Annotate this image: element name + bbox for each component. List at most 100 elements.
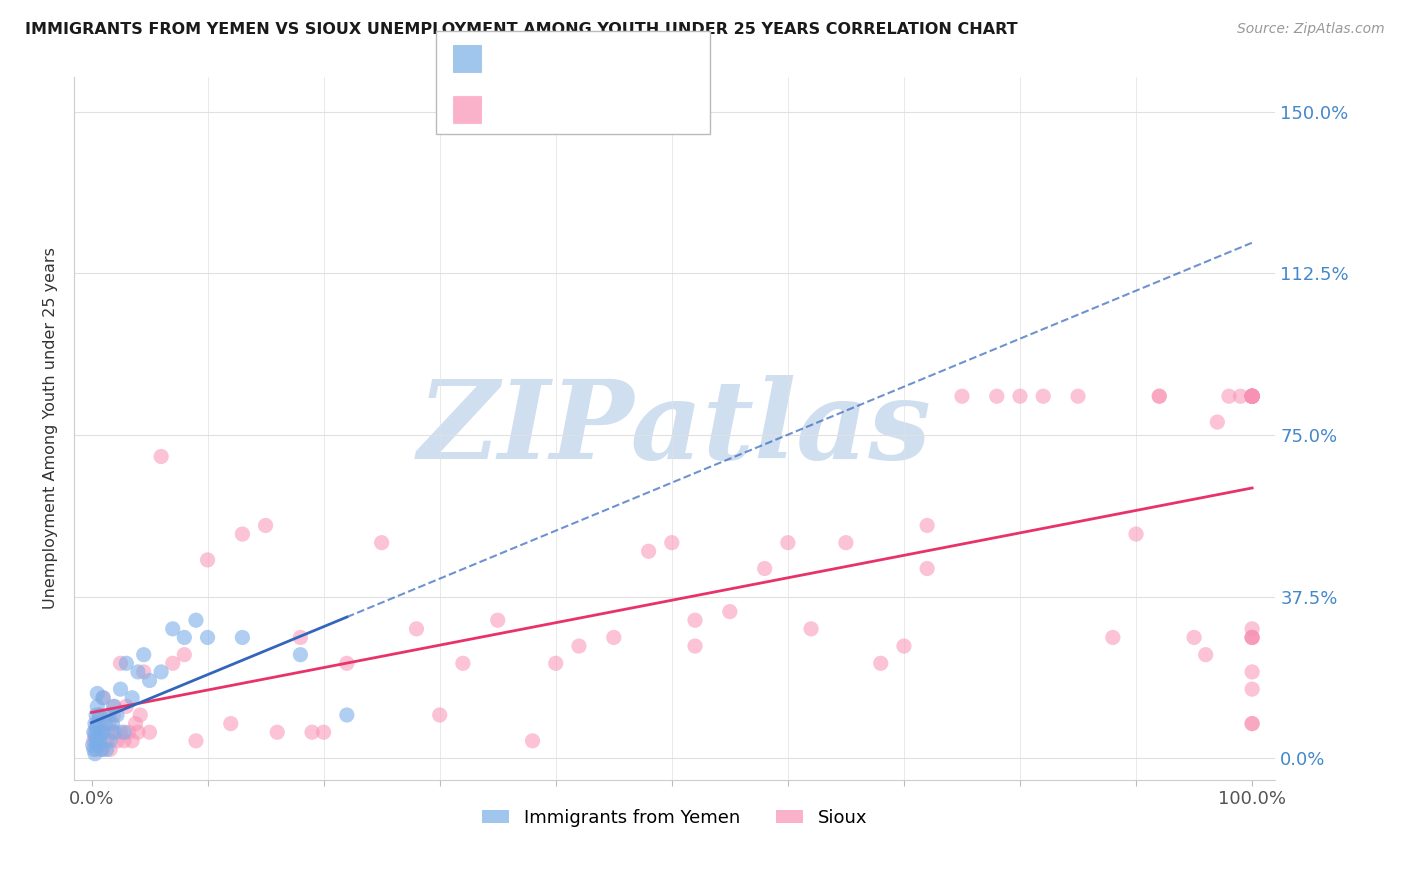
Point	[89, 734, 111, 748]
Point	[104, 699, 127, 714]
Point	[184, 613, 207, 627]
Point	[96, 742, 118, 756]
Point	[1241, 622, 1264, 636]
Point	[103, 708, 125, 723]
Point	[915, 518, 938, 533]
Point	[1241, 389, 1264, 403]
Point	[132, 665, 155, 679]
Point	[83, 725, 105, 739]
Point	[568, 639, 591, 653]
Point	[451, 657, 474, 671]
Point	[94, 716, 117, 731]
Point	[231, 631, 253, 645]
Point	[127, 725, 149, 739]
Point	[718, 605, 741, 619]
Point	[950, 389, 973, 403]
Point	[1206, 415, 1229, 429]
Point	[129, 708, 152, 723]
Point	[800, 622, 823, 636]
Text: 0.215: 0.215	[527, 50, 579, 68]
Point	[986, 389, 1008, 403]
Point	[1241, 389, 1264, 403]
Point	[103, 699, 125, 714]
Point	[110, 682, 132, 697]
Point	[132, 648, 155, 662]
Point	[266, 725, 288, 739]
Point	[97, 716, 120, 731]
Point	[173, 648, 195, 662]
Point	[91, 742, 114, 756]
Point	[98, 742, 121, 756]
Point	[162, 657, 184, 671]
Point	[110, 657, 132, 671]
Point	[173, 631, 195, 645]
Point	[84, 721, 107, 735]
Point	[1008, 389, 1031, 403]
Point	[197, 631, 219, 645]
Point	[121, 690, 143, 705]
Point	[91, 725, 114, 739]
Point	[1182, 631, 1205, 645]
Point	[117, 725, 139, 739]
Point	[290, 631, 312, 645]
Point	[1241, 389, 1264, 403]
Point	[98, 734, 121, 748]
Point	[1101, 631, 1123, 645]
Point	[112, 725, 135, 739]
Point	[110, 725, 132, 739]
Legend: Immigrants from Yemen, Sioux: Immigrants from Yemen, Sioux	[475, 801, 875, 834]
Point	[893, 639, 915, 653]
Point	[94, 725, 117, 739]
Point	[312, 725, 335, 739]
Point	[1241, 389, 1264, 403]
Text: N =: N =	[583, 101, 631, 119]
Point	[1241, 389, 1264, 403]
Point	[86, 686, 108, 700]
Point	[112, 734, 135, 748]
Point	[336, 657, 359, 671]
Point	[1241, 389, 1264, 403]
Point	[89, 708, 111, 723]
Point	[91, 742, 114, 756]
Point	[84, 708, 107, 723]
Point	[1032, 389, 1054, 403]
Point	[83, 742, 105, 756]
Point	[124, 716, 146, 731]
Point	[231, 527, 253, 541]
Point	[105, 734, 128, 748]
Text: ZIPatlas: ZIPatlas	[418, 375, 932, 483]
Text: R =: R =	[488, 101, 524, 119]
Point	[1241, 631, 1264, 645]
Text: 96: 96	[626, 101, 648, 119]
Point	[87, 734, 110, 748]
Text: 43: 43	[626, 50, 650, 68]
Point	[1241, 389, 1264, 403]
Point	[84, 716, 107, 731]
Point	[336, 708, 359, 723]
Point	[544, 657, 567, 671]
Point	[87, 716, 110, 731]
Point	[138, 673, 160, 688]
Point	[603, 631, 626, 645]
Point	[1241, 389, 1264, 403]
Point	[1241, 631, 1264, 645]
Point	[219, 716, 242, 731]
Point	[1241, 716, 1264, 731]
Point	[96, 734, 118, 748]
Point	[91, 690, 114, 705]
Point	[104, 725, 127, 739]
Point	[87, 725, 110, 739]
Point	[754, 561, 776, 575]
Point	[1241, 631, 1264, 645]
Point	[869, 657, 891, 671]
Point	[1241, 665, 1264, 679]
Point	[254, 518, 277, 533]
Text: Source: ZipAtlas.com: Source: ZipAtlas.com	[1237, 22, 1385, 37]
Point	[915, 561, 938, 575]
Point	[127, 665, 149, 679]
Point	[89, 708, 111, 723]
Point	[1149, 389, 1171, 403]
Point	[1241, 682, 1264, 697]
Point	[162, 622, 184, 636]
Point	[486, 613, 509, 627]
